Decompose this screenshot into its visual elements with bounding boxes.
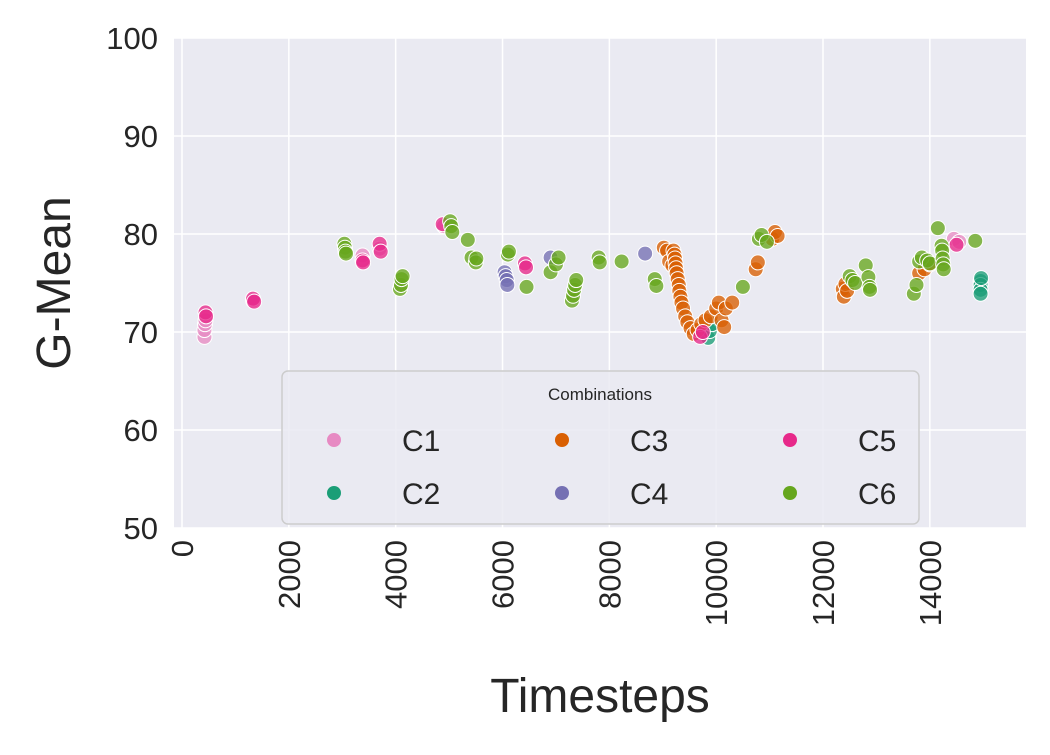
- y-tick-label: 70: [124, 315, 158, 350]
- tick-labels: 0 2000 4000 6000 8000 10000 12000 14000 50 60 70 80…: [106, 21, 948, 626]
- legend-marker-c4: [555, 486, 569, 500]
- x-axis-label: Timesteps: [490, 670, 710, 723]
- data-point-c4: [637, 245, 654, 262]
- data-point-c5: [694, 324, 711, 340]
- legend-marker-c2: [327, 486, 341, 500]
- data-point-c6: [613, 253, 630, 270]
- legend-label-c5: C5: [858, 425, 896, 458]
- data-point-c5: [246, 293, 263, 310]
- data-point-c6: [338, 245, 355, 262]
- legend-label-c6: C6: [858, 478, 896, 511]
- data-point-c6: [929, 220, 946, 237]
- x-tick-label: 12000: [806, 540, 841, 626]
- data-point-c6: [734, 278, 751, 295]
- data-point-c6: [908, 276, 925, 293]
- x-tick-label: 14000: [913, 540, 948, 626]
- data-point-c6: [967, 232, 984, 249]
- legend-label-c2: C2: [402, 478, 440, 511]
- data-point-c6: [847, 275, 864, 291]
- data-point-c5: [198, 308, 215, 325]
- legend-marker-c6: [783, 486, 797, 500]
- data-point-c6: [568, 272, 585, 289]
- y-tick-label: 50: [124, 511, 158, 546]
- data-point-c3: [724, 294, 741, 311]
- data-point-c2: [973, 270, 990, 287]
- data-point-c6: [758, 233, 775, 250]
- data-point-c6: [444, 224, 461, 241]
- legend-label-c1: C1: [402, 425, 440, 458]
- data-point-c5: [518, 259, 535, 276]
- data-point-c6: [648, 277, 665, 294]
- legend: Combinations C1 C2 C3 C4 C5 C6: [281, 370, 920, 525]
- data-point-c5: [372, 243, 389, 260]
- legend-marker-c5: [783, 433, 797, 447]
- legend-label-c3: C3: [630, 425, 668, 458]
- data-point-c6: [394, 268, 411, 285]
- data-point-c2: [972, 285, 989, 302]
- data-point-c3: [716, 319, 733, 336]
- legend-title: Combinations: [548, 385, 652, 404]
- data-point-c5: [948, 236, 965, 253]
- data-point-c6: [518, 278, 535, 295]
- data-point-c6: [500, 243, 517, 260]
- x-tick-label: 8000: [592, 540, 627, 609]
- data-point-c6: [862, 281, 879, 298]
- data-point-c3: [749, 254, 766, 271]
- legend-marker-c3: [555, 433, 569, 447]
- data-point-c6: [468, 250, 485, 267]
- data-points: [196, 213, 990, 346]
- y-tick-label: 80: [124, 217, 158, 252]
- data-point-c6: [550, 249, 567, 266]
- legend-frame: [281, 370, 920, 525]
- y-tick-label: 60: [124, 413, 158, 448]
- y-tick-label: 100: [106, 21, 158, 56]
- x-tick-label: 10000: [699, 540, 734, 626]
- data-point-c6: [459, 231, 476, 248]
- data-point-c5: [355, 254, 372, 271]
- y-axis-label: G-Mean: [28, 196, 81, 369]
- x-tick-label: 2000: [272, 540, 307, 609]
- x-tick-label: 0: [165, 540, 200, 557]
- x-tick-label: 6000: [486, 540, 521, 609]
- data-point-c4: [499, 276, 516, 293]
- legend-label-c4: C4: [630, 478, 668, 511]
- legend-marker-c1: [327, 433, 341, 447]
- data-point-c6: [935, 261, 952, 278]
- x-tick-label: 4000: [379, 540, 414, 609]
- y-tick-label: 90: [124, 119, 158, 154]
- data-point-c6: [591, 254, 608, 271]
